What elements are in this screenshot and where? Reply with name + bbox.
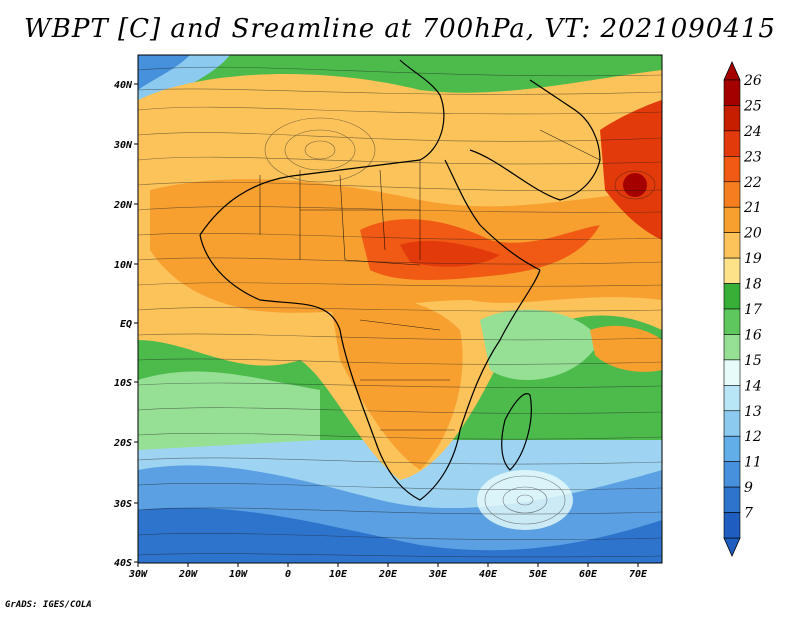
colorbar-segment	[723, 308, 741, 335]
lat-tick: 40N	[114, 80, 138, 91]
colorbar-segment	[723, 156, 741, 183]
colorbar-segment	[723, 461, 741, 488]
lon-tick: 30E	[428, 563, 448, 580]
colorbar-segment	[723, 79, 741, 106]
lon-tick-label: 30E	[428, 569, 448, 580]
lon-tick-label: 20W	[178, 569, 198, 580]
lon-tick: 10W	[229, 563, 248, 580]
colorbar-segment	[723, 206, 741, 233]
colorbar-label: 25	[743, 98, 762, 114]
colorbar-bottom-arrow	[723, 537, 741, 557]
lon-tick: 20E	[378, 563, 398, 580]
colorbar-segment	[723, 410, 741, 437]
colorbar-segment	[723, 257, 741, 284]
colorbar-label: 26	[743, 73, 762, 89]
lat-tick-label: 20S	[113, 438, 132, 449]
lon-tick-label: 10W	[229, 569, 248, 580]
lon-tick-label: 60E	[579, 569, 598, 580]
credit-text: GrADS: IGES/COLA	[5, 600, 92, 610]
lat-tick-label: 30N	[113, 140, 133, 151]
colorbar-label: 14	[744, 378, 762, 394]
colorbar-label: 13	[744, 404, 762, 420]
colorbar-label: 11	[744, 455, 762, 471]
lon-tick-label: 50E	[529, 569, 548, 580]
colorbar-label: 21	[743, 200, 762, 216]
colorbar-label: 9	[744, 480, 753, 496]
colorbar-segment	[723, 283, 741, 310]
colorbar-segment	[723, 181, 741, 208]
lon-tick-label: 10E	[329, 569, 348, 580]
lat-tick: 30S	[113, 499, 138, 510]
lat-tick-label: 40N	[114, 80, 133, 91]
lon-tick-label: 0	[285, 569, 291, 580]
map-plot-area	[138, 55, 662, 563]
colorbar-segment	[723, 435, 741, 462]
colorbar-segment	[723, 334, 741, 361]
lon-tick: 10E	[329, 563, 348, 580]
colorbar-label: 16	[744, 327, 762, 343]
colorbar-label: 22	[743, 175, 762, 191]
lon-tick: 50E	[529, 563, 548, 580]
lat-tick-label: 10N	[114, 260, 133, 271]
lon-tick: 40E	[479, 563, 498, 580]
lon-tick: 70E	[629, 563, 648, 580]
lat-tick-label: 30S	[113, 499, 132, 510]
lat-tick: 40S	[114, 558, 138, 569]
colorbar-segment	[723, 105, 741, 132]
lat-tick-label: 40S	[114, 558, 132, 569]
lon-tick-label: 30W	[128, 569, 148, 580]
lat-tick-label: EQ	[120, 319, 132, 330]
lat-tick-label: 10S	[114, 378, 132, 389]
colorbar-label: 12	[744, 429, 762, 445]
colorbar-label: 23	[743, 149, 762, 165]
lat-tick: 20N	[113, 200, 138, 211]
lon-tick: 30W	[128, 563, 148, 580]
lon-tick: 60E	[579, 563, 598, 580]
colorbar-segment	[723, 359, 741, 386]
colorbar-segment	[723, 512, 741, 539]
lon-tick: 0	[285, 563, 291, 580]
lon-tick-label: 20E	[378, 569, 398, 580]
colorbar-segment	[723, 486, 741, 513]
colorbar-segment	[723, 232, 741, 259]
colorbar-segment	[723, 385, 741, 412]
lat-tick-label: 20N	[113, 200, 133, 211]
colorbar-top-arrow	[723, 61, 741, 81]
lat-tick: 30N	[113, 140, 138, 151]
lat-tick: 20S	[113, 438, 138, 449]
lat-tick: EQ	[120, 319, 138, 330]
lon-tick-label: 40E	[479, 569, 498, 580]
lat-tick: 10S	[114, 378, 138, 389]
colorbar-label: 18	[744, 277, 762, 293]
colorbar-label: 7	[744, 506, 753, 522]
colorbar-label: 20	[743, 226, 762, 242]
colorbar: 26 25 24 23 22 21 20 19 18 17 16 15 14 13 12 11 9 7	[723, 61, 762, 557]
colorbar-label: 15	[744, 353, 762, 369]
colorbar-segment	[723, 130, 741, 157]
lon-tick-label: 70E	[629, 569, 648, 580]
chart-title: WBPT [C] and Sreamline at 700hPa, VT: 20…	[24, 14, 776, 44]
map-frame	[137, 54, 663, 564]
lat-tick: 10N	[114, 260, 138, 271]
lon-tick: 20W	[178, 563, 198, 580]
colorbar-label: 17	[744, 302, 762, 318]
colorbar-label: 19	[744, 251, 762, 267]
lon-axis: 30W 20W 10W 0 10E 20E 30E 40E 50E 60E 70…	[128, 563, 648, 580]
colorbar-label: 24	[743, 124, 762, 140]
lat-axis: 40N 30N 20N 10N EQ 10S 20S 30S 40S	[113, 80, 138, 569]
